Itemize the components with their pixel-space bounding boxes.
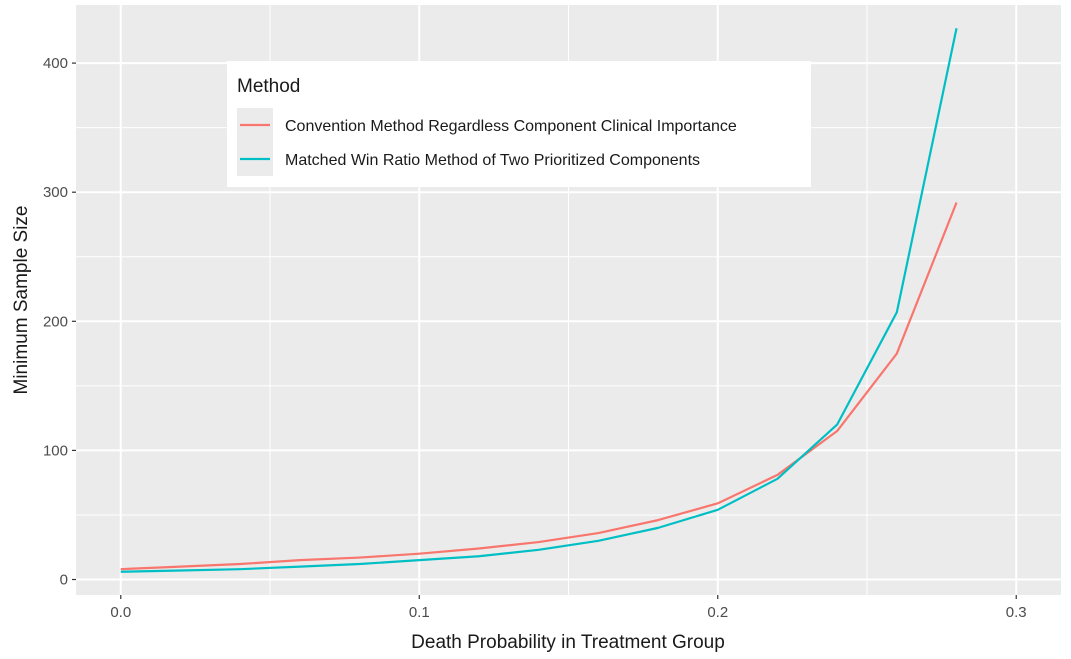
series-lines xyxy=(120,28,958,573)
legend-items: Convention Method Regardless Component C… xyxy=(237,108,737,176)
y-axis-ticks: 0 100 200 300 400 xyxy=(43,55,76,589)
y-tick-label: 400 xyxy=(43,55,68,72)
x-axis-ticks: 0.0 0.1 0.2 0.3 xyxy=(110,595,1027,621)
y-tick-label: 200 xyxy=(43,313,68,330)
x-tick-label: 0.0 xyxy=(110,604,131,621)
legend-title: Method xyxy=(237,76,300,97)
legend: Method Convention Method Regardless Comp… xyxy=(227,61,811,187)
x-tick-label: 0.1 xyxy=(409,604,430,621)
y-axis-title: Minimum Sample Size xyxy=(11,206,32,395)
series-line-1 xyxy=(120,202,958,571)
y-tick-label: 300 xyxy=(43,184,68,201)
legend-label: Matched Win Ratio Method of Two Prioriti… xyxy=(285,152,700,169)
x-tick-label: 0.3 xyxy=(1006,604,1027,621)
series-line-2 xyxy=(120,28,958,573)
x-tick-label: 0.2 xyxy=(707,604,728,621)
legend-box xyxy=(227,61,811,187)
y-tick-label: 100 xyxy=(43,442,68,459)
x-axis-title: Death Probability in Treatment Group xyxy=(411,632,725,653)
legend-label: Convention Method Regardless Component C… xyxy=(285,118,737,135)
y-tick-label: 0 xyxy=(60,572,68,589)
